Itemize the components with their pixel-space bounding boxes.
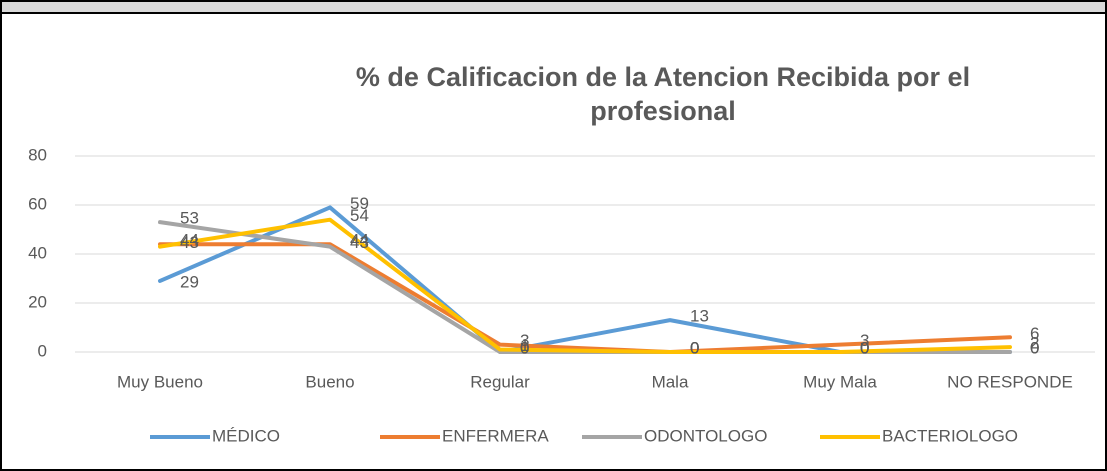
- data-label: 0: [690, 338, 699, 357]
- data-label: 59: [350, 194, 369, 213]
- data-label: 13: [690, 307, 709, 326]
- series-line: [158, 220, 1012, 354]
- series-line: [158, 217, 1012, 354]
- data-label: 0: [1030, 338, 1039, 357]
- legend-label: ENFERMERA: [442, 426, 549, 445]
- y-tick-label: 80: [28, 145, 47, 164]
- series-line: [158, 205, 1012, 354]
- data-label: 43: [180, 233, 199, 252]
- data-label: 54: [350, 206, 369, 225]
- legend-label: BACTERIOLOGO: [882, 426, 1018, 445]
- data-label: 29: [180, 272, 199, 291]
- x-tick-label: Muy Bueno: [117, 372, 203, 391]
- x-tick-label: NO RESPONDE: [947, 372, 1073, 391]
- data-label: 3: [860, 331, 869, 350]
- data-label: 3: [520, 331, 529, 350]
- data-label: 44: [350, 231, 369, 250]
- data-label: 0: [860, 338, 869, 357]
- data-label: 44: [180, 231, 199, 250]
- data-label: 6: [1030, 324, 1039, 343]
- x-tick-label: Bueno: [305, 372, 354, 391]
- top-band: [0, 0, 1107, 13]
- data-label: 0: [520, 338, 529, 357]
- x-tick-label: Muy Mala: [803, 372, 877, 391]
- x-tick-label: Regular: [470, 372, 530, 391]
- data-label: 0: [1030, 338, 1039, 357]
- data-label: 0: [690, 338, 699, 357]
- x-tick-label: Mala: [652, 372, 689, 391]
- data-label: 0: [690, 338, 699, 357]
- data-label: 0: [860, 338, 869, 357]
- data-label: 0: [860, 338, 869, 357]
- data-label: 43: [350, 233, 369, 252]
- legend-label: ODONTOLOGO: [644, 426, 767, 445]
- data-label: 2: [1030, 334, 1039, 353]
- data-label: 1: [520, 336, 529, 355]
- chart-title: % de Calificacion de la Atencion Recibid…: [355, 62, 971, 126]
- data-label: 53: [180, 209, 199, 228]
- y-tick-label: 60: [28, 194, 47, 213]
- y-tick-label: 0: [38, 341, 47, 360]
- y-tick-label: 20: [28, 292, 47, 311]
- y-tick-label: 40: [28, 243, 47, 262]
- data-label: 0: [520, 338, 529, 357]
- legend-label: MÉDICO: [212, 426, 280, 445]
